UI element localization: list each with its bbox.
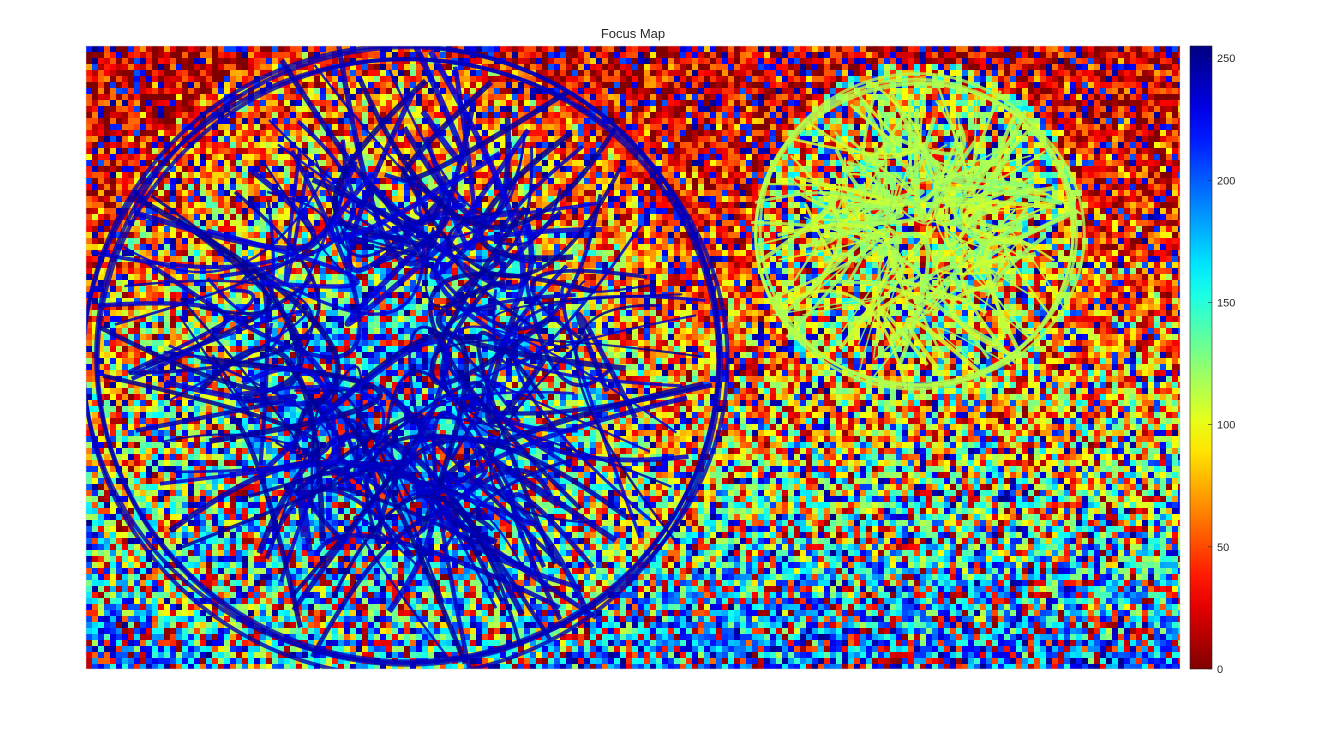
colorbar-tick-label: 100 <box>1217 420 1235 432</box>
chart-title: Focus Map <box>601 26 665 41</box>
colorbar-tick-label: 250 <box>1217 53 1235 65</box>
colorbar: 0 50 100 150 200 250 <box>1189 45 1235 676</box>
colorbar-tick-label: 200 <box>1217 175 1235 187</box>
colorbar-gradient <box>1189 45 1213 670</box>
colorbar-tick-label: 150 <box>1217 298 1235 310</box>
heatmap-image <box>86 46 1180 669</box>
plot-border <box>85 45 1181 670</box>
colorbar-tick-label: 50 <box>1217 542 1229 554</box>
colorbar-tick-label: 0 <box>1217 664 1223 676</box>
